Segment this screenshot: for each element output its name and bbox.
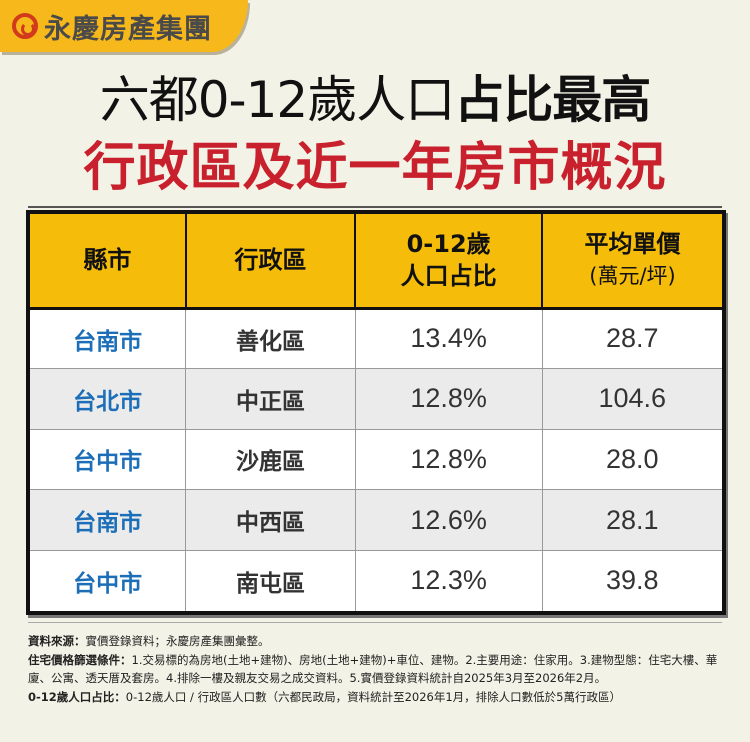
footer-divider [28,622,722,623]
column-header-price: 平均單價 (萬元/坪) [542,214,722,310]
city-cell: 台中市 [30,429,187,491]
yungching-logo-icon [12,13,38,39]
ratio-cell: 12.8% [355,429,543,491]
ratio-cell: 12.3% [355,550,543,611]
brand-name: 永慶房產集團 [44,13,212,45]
district-cell: 善化區 [185,308,356,370]
table-row: 台中市 南屯區 12.3% 39.8 [30,550,722,611]
table-row: 台中市 沙鹿區 12.8% 28.0 [30,429,722,491]
ratio-note: 0-12歲人口占比：0-12歲人口 / 行政區人口數（六都民政局，資料統計至20… [28,689,621,704]
ratio-cell: 12.6% [355,489,543,551]
title-divider [28,206,722,208]
column-header-city: 縣市 [30,214,187,310]
table-row: 台南市 中西區 12.6% 28.1 [30,489,722,551]
source-note: 資料來源：實價登錄資料；永慶房產集團彙整。 [28,634,270,648]
data-table: 縣市 行政區 0-12歲 人口占比 平均單價 (萬元/坪) 台南市 善化區 13.4… [26,210,726,615]
city-cell: 台中市 [30,550,187,611]
table-row: 台北市 中正區 12.8% 104.6 [30,368,722,430]
table-row: 台南市 善化區 13.4% 28.7 [30,308,722,370]
district-cell: 中西區 [185,489,356,551]
ratio-cell: 13.4% [355,308,543,370]
footnotes: 資料來源：實價登錄資料；永慶房產集團彙整。 住宅價格篩選條件：1.交易標的為房地… [28,632,728,706]
column-header-district: 行政區 [185,214,357,310]
title-line-1: 六都0-12歲人口占比最高 [0,70,750,130]
price-cell: 39.8 [605,565,659,596]
price-cell: 28.0 [542,429,722,491]
price-cell: 28.7 [542,308,722,370]
title-line-1-regular: 六都0-12歲人口 [99,71,455,129]
table-header-row: 縣市 行政區 0-12歲 人口占比 平均單價 (萬元/坪) [30,214,722,310]
column-header-ratio: 0-12歲 人口占比 [355,214,544,310]
price-cell: 28.1 [542,489,722,551]
city-cell: 台北市 [30,368,187,430]
title-line-1-bold: 占比最高 [454,71,651,129]
ratio-cell: 12.8% [355,368,543,430]
title-line-2: 行政區及近一年房市概況 [83,138,667,198]
city-cell: 台南市 [30,489,187,551]
district-cell: 沙鹿區 [185,429,356,491]
district-cell: 南屯區 [185,550,356,611]
price-cell: 104.6 [542,368,722,430]
filter-note: 住宅價格篩選條件：1.交易標的為房地(土地+建物)、房地(土地+建物)+車位、建… [28,652,718,686]
brand-banner: 永慶房產集團 [0,0,248,52]
district-cell: 中正區 [185,368,356,430]
city-cell: 台南市 [30,308,187,370]
